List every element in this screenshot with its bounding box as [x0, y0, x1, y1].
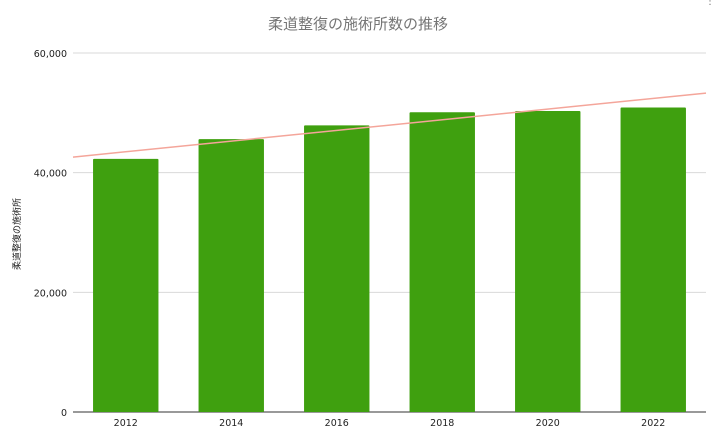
x-tick-label: 2016	[325, 418, 349, 429]
x-tick-label: 2014	[219, 418, 243, 429]
y-axis-label: 柔道整復の施術所	[11, 198, 23, 270]
x-tick-label: 2020	[536, 418, 560, 429]
x-tick-label: 2018	[430, 418, 454, 429]
y-tick-label: 60,000	[34, 49, 67, 60]
y-tick-label: 40,000	[34, 169, 67, 180]
more-vert-icon[interactable]: ⋮	[705, 0, 715, 7]
y-tick-label: 20,000	[34, 288, 67, 299]
chart-title: 柔道整復の施術所数の推移	[268, 15, 448, 33]
bar-2014	[198, 139, 264, 412]
bar-2012	[93, 158, 159, 412]
trendline	[72, 92, 707, 158]
x-tick-label: 2012	[114, 418, 138, 429]
bar-2020	[515, 111, 581, 412]
x-tick-label: 2022	[641, 418, 665, 429]
bar-2016	[304, 125, 370, 413]
bar-2018	[409, 112, 475, 413]
bar-2022	[620, 107, 686, 412]
y-tick-label: 0	[61, 408, 67, 419]
